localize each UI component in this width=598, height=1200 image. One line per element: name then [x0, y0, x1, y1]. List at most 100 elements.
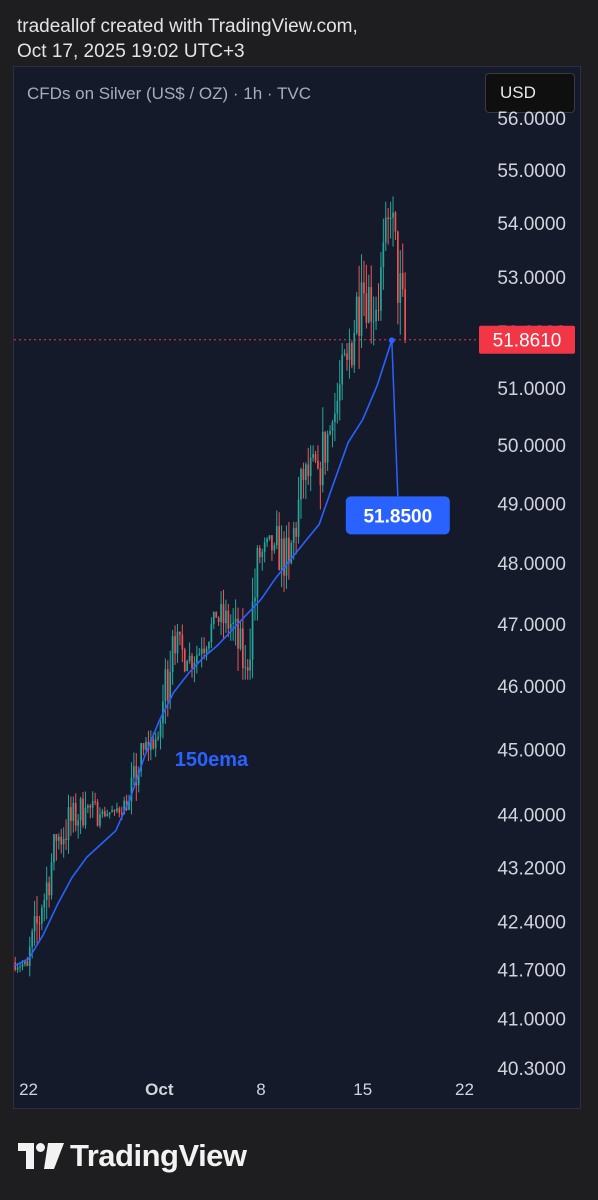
- candle-body: [84, 807, 87, 826]
- tradingview-brand: TradingView: [70, 1138, 247, 1173]
- candle-body: [370, 287, 373, 322]
- candle-body: [326, 434, 329, 463]
- candle-body: [331, 422, 334, 431]
- y-tick-label: 41.0000: [497, 1009, 566, 1030]
- candle-body: [329, 430, 331, 435]
- candle-body: [142, 743, 145, 750]
- candle-body: [271, 535, 273, 551]
- candle-body: [283, 538, 285, 576]
- candle-body: [251, 601, 254, 660]
- candle-body: [309, 457, 312, 477]
- candle-body: [261, 552, 264, 558]
- candle-body: [237, 618, 239, 649]
- candle-body: [321, 431, 324, 486]
- current-price-value: 51.8610: [493, 331, 562, 352]
- candle-body: [89, 805, 92, 808]
- candle-body: [394, 212, 397, 232]
- candle-body: [183, 649, 186, 672]
- candle-body: [137, 770, 140, 786]
- current-price-badge-box: [479, 325, 575, 354]
- candle-body: [351, 343, 353, 366]
- y-tick-label: 42.4000: [497, 912, 566, 933]
- candle-body: [382, 242, 385, 268]
- candle-body: [256, 547, 259, 598]
- y-tick-label: 48.0000: [497, 554, 566, 575]
- candle-body: [45, 882, 48, 900]
- candle-body: [103, 811, 106, 817]
- ema-label: 150ema: [175, 749, 249, 771]
- candle-body: [367, 287, 370, 323]
- candle-body: [278, 526, 281, 571]
- y-tick-label: 47.0000: [497, 615, 566, 636]
- symbol-label: CFDs on Silver (US$ / OZ) · 1h · TVC: [27, 84, 312, 103]
- candle-body: [377, 309, 380, 311]
- currency-label: USD: [500, 83, 536, 102]
- candle-body: [133, 766, 135, 778]
- candle-body: [31, 931, 34, 948]
- candle-body: [135, 766, 138, 786]
- ema-callout: 51.8500: [345, 496, 450, 535]
- time-axis: 22 Oct 8 15 22: [19, 1080, 474, 1099]
- candle-body: [205, 648, 208, 653]
- candle-body: [87, 805, 89, 808]
- candle-body: [399, 273, 402, 303]
- candle-body: [217, 617, 220, 623]
- y-tick-label: 54.0000: [497, 214, 566, 235]
- candle-body: [101, 811, 104, 815]
- candle-body: [346, 353, 348, 360]
- candle-body: [16, 967, 19, 970]
- candle-body: [120, 812, 123, 815]
- candle-body: [70, 807, 72, 821]
- candle-body: [317, 460, 319, 469]
- y-tick-label: 56.0000: [497, 109, 566, 130]
- candle-body: [404, 289, 406, 340]
- candle-body: [225, 610, 227, 624]
- candle-body: [387, 217, 390, 220]
- candle-body: [300, 468, 302, 500]
- candle-body: [166, 669, 169, 701]
- candle-body: [111, 810, 113, 813]
- x-tick-label: 22: [19, 1080, 38, 1099]
- timestamp-line: Oct 17, 2025 19:02 UTC+3: [17, 41, 245, 62]
- candle-body: [179, 631, 181, 635]
- candle-body: [128, 801, 130, 810]
- candle-body: [401, 273, 404, 290]
- candle-body: [60, 836, 63, 845]
- candle-body: [50, 862, 53, 896]
- candle-body: [220, 604, 222, 623]
- y-tick-label: 45.0000: [497, 740, 566, 761]
- candle-body: [246, 667, 249, 671]
- candle-body: [312, 454, 314, 458]
- candle-body: [57, 836, 60, 841]
- candle-body: [38, 923, 41, 925]
- candle-body: [82, 798, 84, 826]
- candle-body: [62, 838, 65, 845]
- candle-body: [191, 655, 193, 669]
- candle-body: [365, 293, 368, 323]
- candle-body: [164, 669, 167, 702]
- candle-body: [358, 296, 360, 337]
- candle-body: [145, 741, 147, 750]
- candle-body: [210, 624, 213, 643]
- tradingview-footer[interactable]: TradingView: [18, 1138, 247, 1174]
- candle-body: [263, 542, 266, 553]
- candle-body: [297, 499, 300, 537]
- candle-body: [55, 834, 58, 841]
- candle-body: [304, 464, 307, 481]
- candle-body: [123, 800, 126, 815]
- candle-body: [157, 736, 159, 739]
- candle-body: [208, 642, 210, 649]
- candle-body: [222, 604, 225, 624]
- candle-body: [79, 798, 82, 821]
- candle-body: [249, 659, 251, 671]
- candle-body: [200, 648, 203, 654]
- candle-body: [154, 738, 157, 749]
- candle-body: [149, 739, 152, 750]
- y-tick-label: 40.3000: [497, 1059, 566, 1080]
- candle-body: [234, 618, 237, 623]
- candle-body: [19, 966, 21, 968]
- y-tick-label: 51.0000: [497, 379, 566, 400]
- currency-button[interactable]: USD: [485, 73, 575, 113]
- candle-body: [198, 653, 201, 656]
